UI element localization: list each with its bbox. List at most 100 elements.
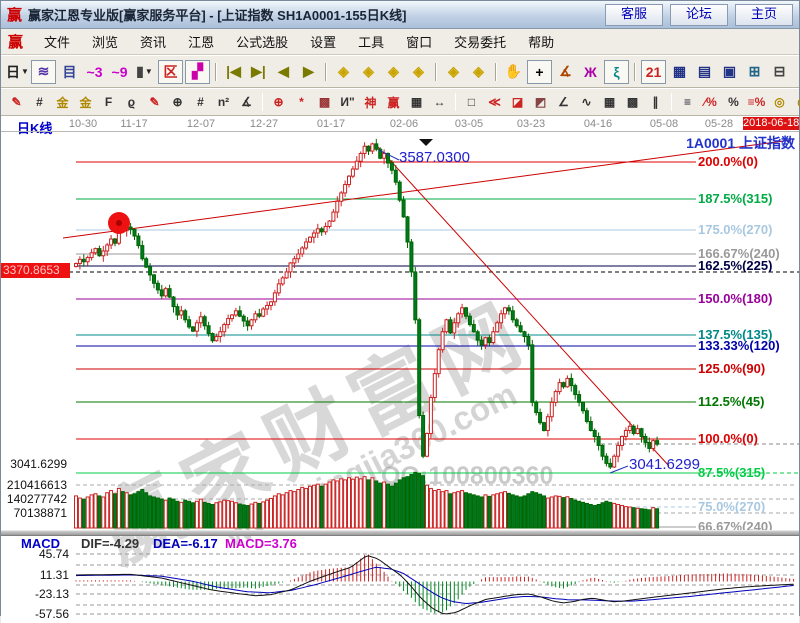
menu-item-设置[interactable]: 设置 bbox=[310, 35, 337, 50]
time-circle-icon[interactable]: ⊕ bbox=[167, 93, 188, 112]
diamond-up-icon[interactable]: ◈ bbox=[442, 61, 465, 83]
notepad-icon[interactable]: ▤ bbox=[693, 61, 716, 83]
span-measure-icon[interactable]: ↔ bbox=[429, 93, 450, 112]
dense-grid-icon: ▦ bbox=[603, 95, 616, 109]
menu-item-帮助[interactable]: 帮助 bbox=[528, 35, 555, 50]
wave-9-icon: ~9 bbox=[111, 63, 128, 80]
gold-coin2-icon: ◎ bbox=[797, 95, 800, 109]
wave-window-icon: ≋ bbox=[37, 63, 50, 79]
panel-splitter[interactable] bbox=[1, 530, 799, 536]
current-date-badge: 2018-06-18 bbox=[743, 117, 799, 130]
pencil-icon[interactable]: ✎ bbox=[6, 93, 27, 112]
n2-icon[interactable]: n² bbox=[213, 93, 234, 112]
menu-item-公式选股[interactable]: 公式选股 bbox=[236, 35, 289, 50]
shen-grid-icon[interactable]: 神 bbox=[360, 93, 381, 112]
dense-grid-icon[interactable]: ▦ bbox=[599, 93, 620, 112]
percent-icon[interactable]: % bbox=[723, 93, 744, 112]
stats-list-icon[interactable]: ≡ bbox=[677, 93, 698, 112]
next-page-icon[interactable]: ▶ bbox=[297, 61, 320, 83]
customer-service-button[interactable]: 客服 bbox=[605, 4, 663, 26]
menu-item-交易委托[interactable]: 交易委托 bbox=[454, 35, 507, 50]
angle-measure-icon[interactable]: ∡ bbox=[554, 61, 577, 83]
angle-fan-icon[interactable]: ∠ bbox=[553, 93, 574, 112]
spiral-icon[interactable]: ϱ bbox=[121, 93, 142, 112]
calendar-icon[interactable]: 21 bbox=[641, 59, 666, 84]
box-tool-icon[interactable]: □ bbox=[461, 93, 482, 112]
calculator-icon[interactable]: ▦ bbox=[668, 61, 691, 83]
diamond-right-icon[interactable]: ◈ bbox=[357, 61, 380, 83]
ying-grid-icon: 赢 bbox=[387, 95, 400, 110]
period-day-dropdown[interactable]: 日 ▼ bbox=[6, 61, 29, 83]
wave-9-icon[interactable]: ~9 bbox=[108, 61, 131, 83]
hand-drag-icon[interactable]: ✋ bbox=[502, 61, 525, 83]
gann-level-label: 87.5%(315) bbox=[698, 465, 766, 480]
forum-button[interactable]: 论坛 bbox=[670, 4, 728, 26]
angle-line-icon[interactable]: ∡ bbox=[236, 93, 257, 112]
grid-tool-icon[interactable]: # bbox=[29, 93, 50, 112]
diamond-down-icon: ◈ bbox=[473, 63, 484, 79]
price-grid-icon[interactable]: # bbox=[190, 93, 211, 112]
wave-mark-icon[interactable]: И" bbox=[337, 93, 358, 112]
menu-item-浏览[interactable]: 浏览 bbox=[92, 35, 119, 50]
fan-box-icon[interactable]: ◪ bbox=[507, 93, 528, 112]
gann-level-label: 200.0%(0) bbox=[698, 154, 758, 169]
span-measure-icon: ↔ bbox=[433, 95, 446, 109]
dense-grid2-icon[interactable]: ▩ bbox=[622, 93, 643, 112]
color-volume-icon[interactable]: ▞ bbox=[185, 59, 210, 84]
percent-levels-icon[interactable]: ≡% bbox=[746, 93, 767, 112]
homepage-button[interactable]: 主页 bbox=[735, 4, 793, 26]
menu-item-窗口[interactable]: 窗口 bbox=[406, 35, 433, 50]
date-tick: 02-06 bbox=[389, 118, 419, 130]
crosshair-icon[interactable]: + bbox=[527, 59, 552, 84]
gold-coin-icon: ◎ bbox=[774, 95, 785, 109]
first-page-icon[interactable]: |◀ bbox=[222, 61, 245, 83]
toolbar-separator bbox=[215, 62, 217, 81]
diamond-shrink-icon[interactable]: ◈ bbox=[407, 61, 430, 83]
ruler-grid-icon[interactable]: ▦ bbox=[406, 93, 427, 112]
gann-circle-icon: ⊕ bbox=[273, 95, 284, 109]
gold-grid-icon[interactable]: 金 bbox=[52, 93, 73, 112]
prev-page-icon[interactable]: ◀ bbox=[272, 61, 295, 83]
parallel-lines-icon[interactable]: ∥ bbox=[645, 93, 666, 112]
percent-line-icon[interactable]: ⁄% bbox=[700, 93, 721, 112]
ying-grid-icon[interactable]: 赢 bbox=[383, 93, 404, 112]
save-icon[interactable]: ▣ bbox=[718, 61, 741, 83]
kline-chart-canvas[interactable] bbox=[1, 116, 799, 623]
gold-coin2-icon[interactable]: ◎ bbox=[792, 93, 800, 112]
macd-axis-label: 11.31 bbox=[39, 568, 69, 582]
gold-grid2-icon[interactable]: 金 bbox=[75, 93, 96, 112]
menu-item-文件[interactable]: 文件 bbox=[44, 35, 71, 50]
square-spiral-icon[interactable]: ▩ bbox=[314, 93, 335, 112]
diamond-expand-icon[interactable]: ◈ bbox=[382, 61, 405, 83]
menu-item-江恩[interactable]: 江恩 bbox=[188, 35, 215, 50]
diamond-left-icon[interactable]: ◈ bbox=[332, 61, 355, 83]
marker-pencil-icon[interactable]: ✎ bbox=[144, 93, 165, 112]
dropdown-caret-icon: ▼ bbox=[144, 67, 153, 76]
zigzag-icon[interactable]: ∿ bbox=[576, 93, 597, 112]
print-icon: ⊟ bbox=[773, 63, 786, 79]
shade-box-icon[interactable]: ◩ bbox=[530, 93, 551, 112]
last-page-icon[interactable]: ▶| bbox=[247, 61, 270, 83]
gann-circle-icon[interactable]: ⊕ bbox=[268, 93, 289, 112]
toolbar-separator bbox=[435, 62, 437, 81]
gann-tool-icon[interactable]: 区 bbox=[158, 59, 183, 84]
smart-wave-icon[interactable]: ξ bbox=[604, 59, 629, 84]
f-grid-icon[interactable]: F bbox=[98, 93, 119, 112]
candle-style-dropdown[interactable]: ▮ ▼ bbox=[133, 61, 156, 83]
fan-rays-icon[interactable]: ≪ bbox=[484, 93, 505, 112]
wave-3-icon[interactable]: ~3 bbox=[83, 61, 106, 83]
menu-item-资讯[interactable]: 资讯 bbox=[140, 35, 167, 50]
date-tick: 12-27 bbox=[249, 118, 279, 130]
capture-icon[interactable]: ⊞ bbox=[743, 61, 766, 83]
gold-coin-icon[interactable]: ◎ bbox=[769, 93, 790, 112]
wave-window-icon[interactable]: ≋ bbox=[31, 59, 56, 84]
star-rays-icon[interactable]: * bbox=[291, 93, 312, 112]
volume-axis-label: 70138871 bbox=[13, 506, 67, 520]
print-icon[interactable]: ⊟ bbox=[768, 61, 791, 83]
menu-item-工具[interactable]: 工具 bbox=[358, 35, 385, 50]
diamond-down-icon[interactable]: ◈ bbox=[467, 61, 490, 83]
info-list-icon[interactable]: 目 bbox=[58, 61, 81, 83]
pattern-search-icon[interactable]: Ж bbox=[579, 61, 602, 83]
